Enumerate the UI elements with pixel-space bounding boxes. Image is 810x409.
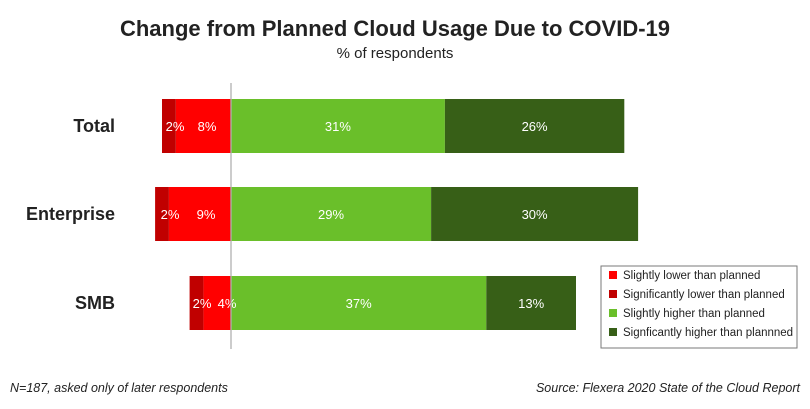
legend-box — [600, 265, 798, 349]
bar-total-signficantly-higher-than-plannned — [444, 99, 625, 153]
bar-enterprise-slightly-lower-than-planned — [168, 187, 231, 241]
chart-title: Change from Planned Cloud Usage Due to C… — [120, 16, 670, 41]
bar-smb-slightly-higher-than-planned — [231, 276, 487, 330]
bar-enterprise-signficantly-higher-than-plannned — [431, 187, 639, 241]
bars-group: Total 31% 26% 2% 8% Enterprise 29% 30% 2% 9% SMB 37… — [26, 99, 639, 330]
category-label-enterprise: Enterprise — [26, 204, 115, 224]
bar-smb-signficantly-higher-than-plannned — [486, 276, 576, 330]
data-label-smb-slightly-higher-than-planned: 37% — [346, 296, 372, 311]
data-label-smb-significantly-lower-than-planned: 2% — [193, 296, 212, 311]
legend-swatch-significantly-lower-than-planned — [609, 290, 617, 298]
data-label-enterprise-significantly-lower-than-planned: 2% — [161, 207, 180, 222]
legend-swatch-slightly-lower-than-planned — [609, 271, 617, 279]
bar-total-significantly-lower-than-planned — [162, 99, 176, 153]
bar-smb-significantly-lower-than-planned — [189, 276, 204, 330]
data-label-total-signficantly-higher-than-plannned: 26% — [522, 119, 548, 134]
bar-total-slightly-lower-than-planned — [175, 99, 231, 153]
bar-smb-slightly-lower-than-planned — [203, 276, 231, 330]
footnote: N=187, asked only of later respondents — [10, 381, 228, 395]
source-note: Source: Flexera 2020 State of the Cloud … — [536, 381, 801, 395]
data-label-enterprise-slightly-higher-than-planned: 29% — [318, 207, 344, 222]
data-label-total-slightly-lower-than-planned: 8% — [198, 119, 217, 134]
legend-label-slightly-higher-than-planned: Slightly higher than planned — [623, 308, 765, 320]
chart-subtitle: % of respondents — [337, 45, 454, 62]
legend-swatch-slightly-higher-than-planned — [609, 309, 617, 317]
legend-label-signficantly-higher-than-plannned: Signficantly higher than plannned — [623, 327, 793, 339]
data-label-smb-slightly-lower-than-planned: 4% — [218, 296, 237, 311]
category-label-smb: SMB — [75, 293, 115, 313]
bar-total-slightly-higher-than-planned — [231, 99, 445, 153]
data-label-enterprise-slightly-lower-than-planned: 9% — [197, 207, 216, 222]
data-label-enterprise-signficantly-higher-than-plannned: 30% — [522, 207, 548, 222]
legend-label-significantly-lower-than-planned: Significantly lower than planned — [623, 289, 785, 301]
data-label-smb-signficantly-higher-than-plannned: 13% — [518, 296, 544, 311]
data-label-total-slightly-higher-than-planned: 31% — [325, 119, 351, 134]
data-label-total-significantly-lower-than-planned: 2% — [166, 119, 185, 134]
legend-label-slightly-lower-than-planned: Slightly lower than planned — [623, 270, 760, 282]
bar-enterprise-slightly-higher-than-planned — [231, 187, 432, 241]
bar-enterprise-significantly-lower-than-planned — [155, 187, 169, 241]
legend-swatch-signficantly-higher-than-plannned — [609, 328, 617, 336]
legend: Slightly lower than planned Significantly… — [600, 265, 798, 349]
category-label-total: Total — [73, 116, 115, 136]
